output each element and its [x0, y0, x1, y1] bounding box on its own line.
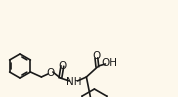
Text: OH: OH [101, 58, 117, 68]
Text: O: O [92, 51, 101, 61]
Text: O: O [58, 61, 67, 71]
Text: NH: NH [66, 77, 81, 87]
Text: O: O [46, 68, 54, 78]
